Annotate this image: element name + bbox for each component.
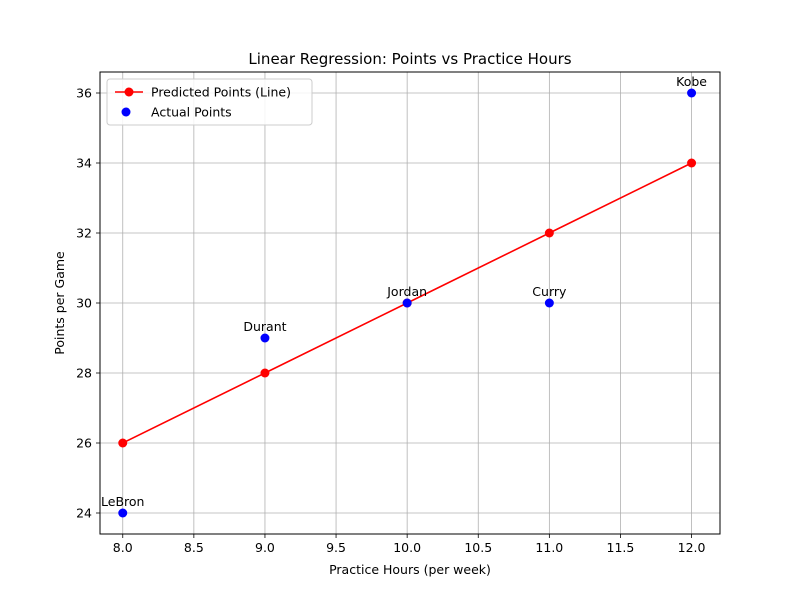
actual-point [402,298,412,308]
x-tick-label: 8.0 [113,540,133,555]
player-label: Curry [532,284,567,299]
x-tick-label: 9.0 [255,540,275,555]
predicted-point [118,438,128,448]
tick-layer: 8.0 8.5 9.0 9.5 10.0 10.5 11.0 11.5 12.0 24 26 28 30… [76,86,705,556]
y-tick-label: 26 [76,436,92,451]
x-tick-label: 12.0 [678,540,706,555]
y-tick-label: 28 [76,366,92,381]
actual-point [118,508,128,518]
legend-label-predicted: Predicted Points (Line) [151,85,291,100]
legend-line-marker [124,87,134,97]
chart-title: Linear Regression: Points vs Practice Ho… [248,50,571,68]
legend: Predicted Points (Line) Actual Points [106,78,313,126]
player-label: Durant [243,319,286,334]
y-axis-label: Points per Game [52,251,67,355]
x-tick-label: 10.5 [464,540,492,555]
player-label: LeBron [101,494,144,509]
predicted-point [260,368,270,378]
predicted-point [544,228,554,238]
grid-layer [100,72,720,534]
y-tick-label: 24 [76,506,92,521]
x-tick-label: 8.5 [184,540,204,555]
x-tick-label: 11.0 [535,540,563,555]
legend-scatter-marker [121,107,131,117]
x-tick-label: 11.5 [607,540,635,555]
actual-point [687,88,697,98]
y-tick-label: 36 [76,86,92,101]
y-tick-label: 34 [76,156,92,171]
series-layer [118,88,697,518]
y-tick-label: 30 [76,296,92,311]
legend-label-actual: Actual Points [151,105,232,120]
player-label: Kobe [676,74,707,89]
predicted-point [687,158,697,168]
actual-point [260,333,270,343]
x-axis-label: Practice Hours (per week) [329,562,491,577]
legend-box [106,78,313,126]
actual-point [544,298,554,308]
x-tick-label: 9.5 [326,540,346,555]
point-label-layer: LeBron Durant Jordan Curry Kobe [101,74,707,509]
x-tick-label: 10.0 [393,540,421,555]
y-tick-label: 32 [76,226,92,241]
player-label: Jordan [386,284,427,299]
